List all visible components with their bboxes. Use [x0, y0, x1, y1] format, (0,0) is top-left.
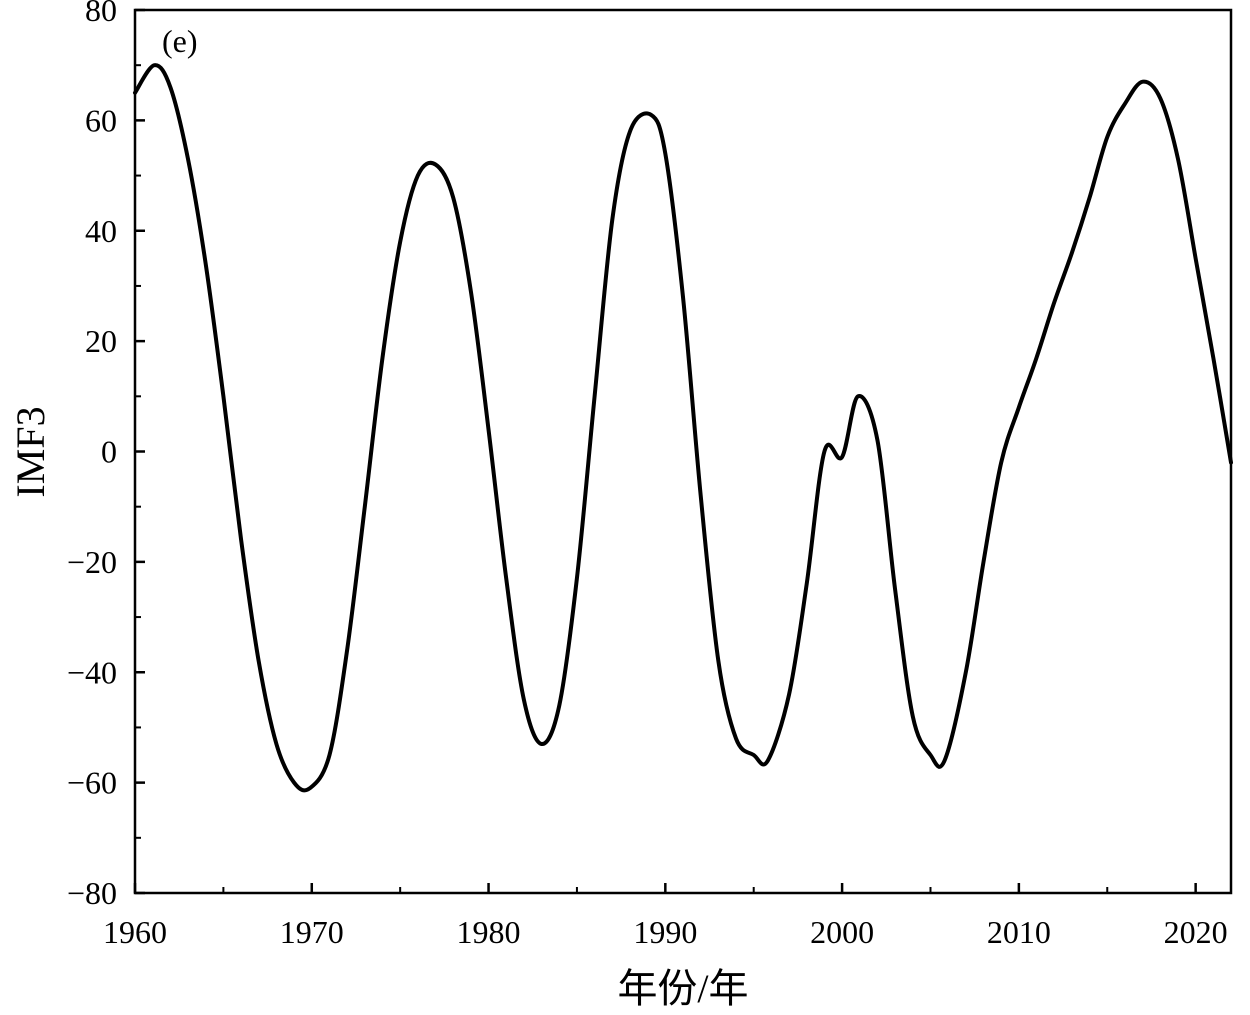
y-tick-label: 20: [85, 323, 117, 359]
panel-label: (e): [162, 23, 198, 59]
x-tick-label: 2000: [810, 914, 874, 950]
x-axis-title: 年份/年: [617, 966, 748, 1011]
y-major-ticks: [135, 8, 145, 895]
y-tick-label: −40: [67, 654, 117, 690]
y-tick-labels: −80 −60 −40 −20 0 20 40 60 80: [67, 0, 117, 911]
y-tick-label: −20: [67, 544, 117, 580]
x-tick-label: 2010: [987, 914, 1051, 950]
x-major-ticks: [133, 883, 1197, 893]
y-tick-label: 80: [85, 0, 117, 28]
plot-area: [133, 63, 1233, 793]
plot-frame: [133, 8, 1233, 895]
y-tick-label: 0: [101, 434, 117, 470]
x-tick-labels: 1960 1970 1980 1990 2000 2010 2020: [103, 914, 1228, 950]
y-tick-label: −80: [67, 875, 117, 911]
y-tick-label: −60: [67, 765, 117, 801]
x-tick-label: 1960: [103, 914, 167, 950]
imf3-series-line: [133, 63, 1233, 793]
x-tick-label: 2020: [1164, 914, 1228, 950]
x-tick-label: 1990: [633, 914, 697, 950]
x-tick-label: 1970: [280, 914, 344, 950]
y-axis-title: IMF3: [8, 406, 53, 497]
y-tick-label: 40: [85, 213, 117, 249]
x-tick-label: 1980: [457, 914, 521, 950]
y-tick-label: 60: [85, 102, 117, 138]
